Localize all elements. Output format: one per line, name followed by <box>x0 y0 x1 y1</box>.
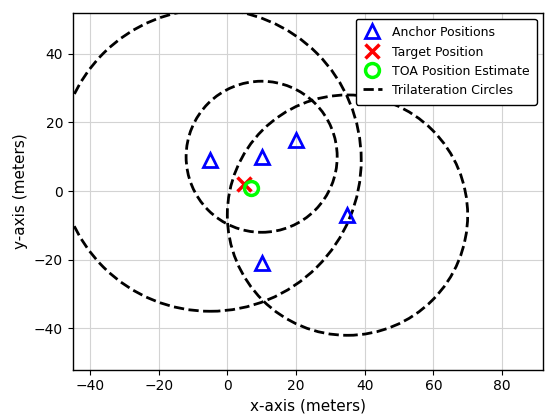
Anchor Positions <box>258 261 265 266</box>
Y-axis label: y-axis (meters): y-axis (meters) <box>13 133 29 249</box>
Anchor Positions <box>293 137 300 142</box>
Anchor Positions <box>344 213 351 218</box>
X-axis label: x-axis (meters): x-axis (meters) <box>250 399 366 414</box>
Anchor Positions <box>207 158 213 163</box>
Legend: Anchor Positions, Target Position, TOA Position Estimate, Trilateration Circles: Anchor Positions, Target Position, TOA P… <box>356 19 537 105</box>
Line: Anchor Positions: Anchor Positions <box>203 133 354 270</box>
Anchor Positions <box>258 154 265 159</box>
